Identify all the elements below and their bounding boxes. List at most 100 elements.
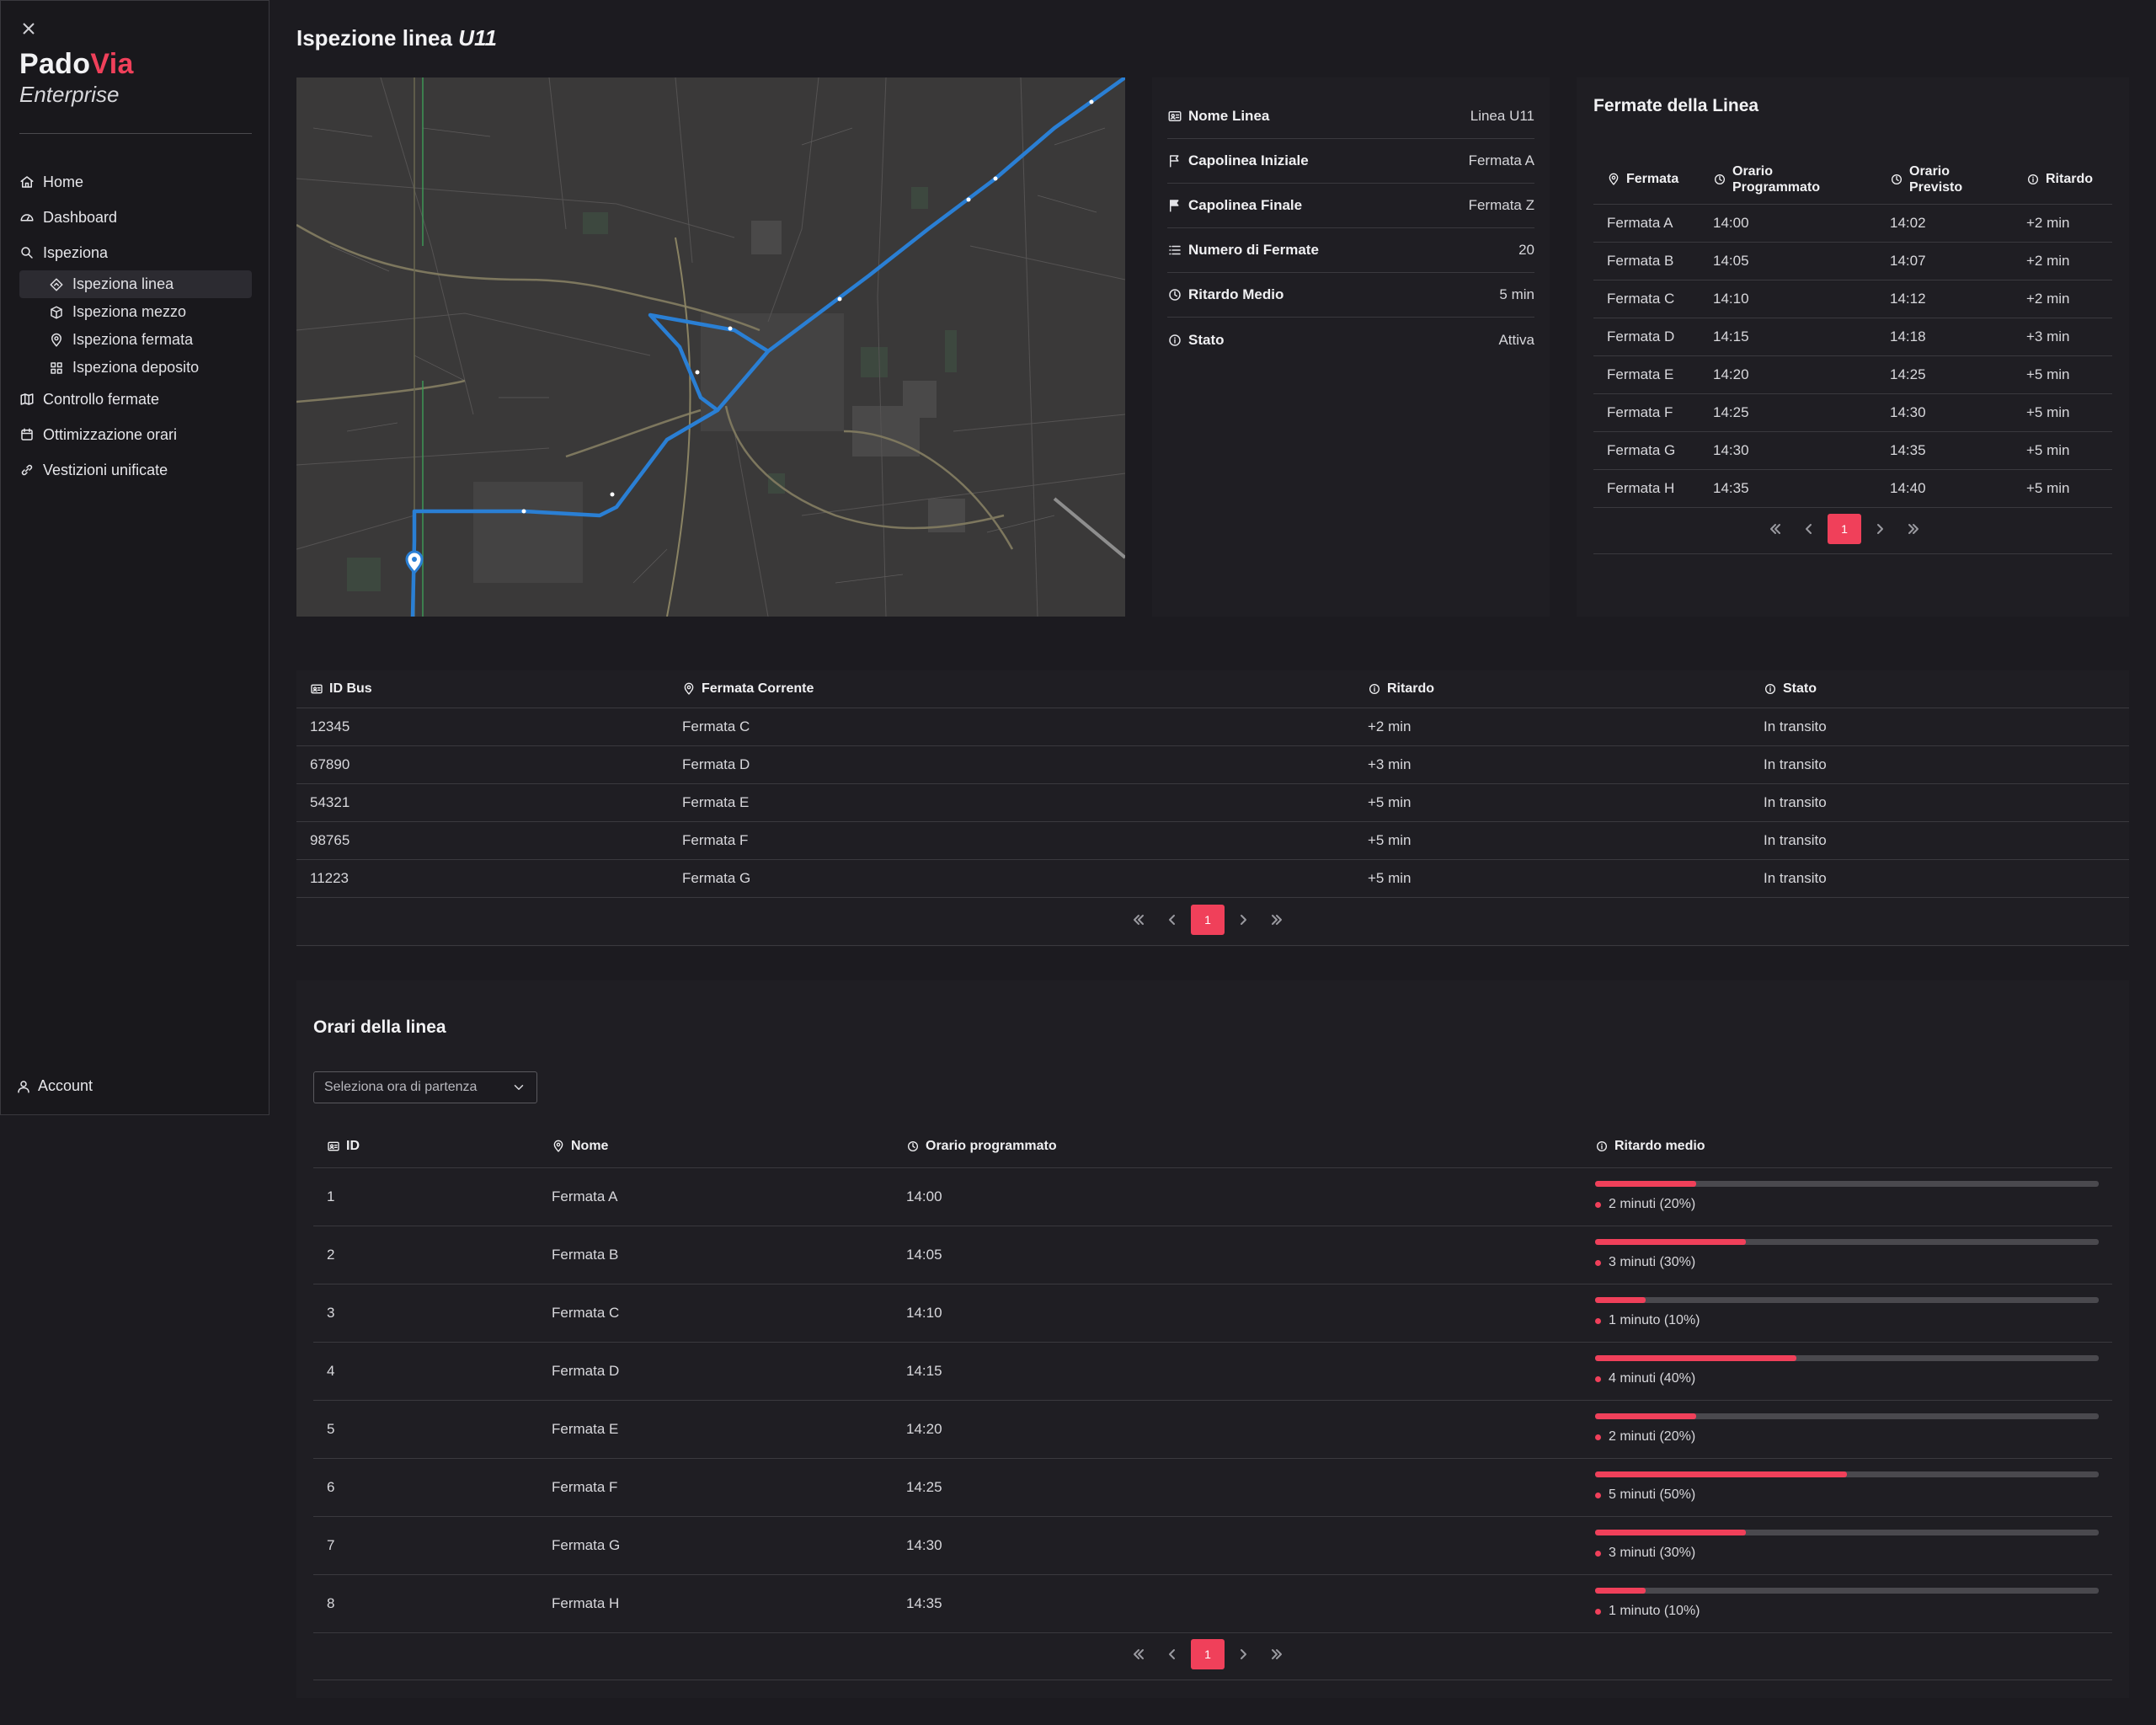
col-stato[interactable]: Stato [1750, 670, 2129, 708]
sidebar-item-ottimizzazione-orari[interactable]: Ottimizzazione orari [19, 417, 252, 452]
info-icon [1167, 333, 1182, 348]
map-icon [19, 392, 35, 407]
delay-progress-fill [1595, 1588, 1646, 1594]
sidebar-item-label: Home [43, 173, 84, 190]
schedule-table: ID Nome Orario programmato Ritardo medio… [313, 1125, 2112, 1633]
list-icon [1167, 243, 1182, 258]
status-dot [1595, 1608, 1601, 1615]
prev-page-button[interactable] [1792, 514, 1826, 544]
table-row: Fermata F 14:25 14:30 +5 min [1593, 393, 2112, 432]
delay-label: 1 minuto (10%) [1609, 1604, 1700, 1618]
next-page-button[interactable] [1226, 1639, 1260, 1669]
next-page-button[interactable] [1863, 514, 1897, 544]
info-row-stato: Stato Attiva [1167, 318, 1534, 362]
status-dot [1595, 1259, 1601, 1266]
stops-card-title: Fermate della Linea [1593, 96, 1759, 115]
table-row[interactable]: 12345 Fermata C +2 min In transito [296, 708, 2129, 746]
delay-progress: 3 minuti (30%) [1595, 1239, 2099, 1270]
info-value: Fermata A [1468, 152, 1534, 168]
account-link[interactable]: Account [16, 1077, 93, 1095]
close-icon[interactable] [19, 19, 38, 38]
page-number-button[interactable]: 1 [1828, 514, 1861, 544]
table-row: Fermata B 14:05 14:07 +2 min [1593, 242, 2112, 280]
table-row[interactable]: 11223 Fermata G +5 min In transito [296, 859, 2129, 898]
info-value: 5 min [1499, 286, 1534, 302]
pin-icon [1607, 173, 1620, 186]
sidebar-item-vestizioni-unificate[interactable]: Vestizioni unificate [19, 452, 252, 488]
page-number-button[interactable]: 1 [1191, 905, 1225, 935]
sidebar-subitem-ispeziona-mezzo[interactable]: Ispeziona mezzo [19, 298, 252, 326]
last-page-button[interactable] [1897, 514, 1930, 544]
table-row[interactable]: 54321 Fermata E +5 min In transito [296, 783, 2129, 822]
sidebar-item-label: Controllo fermate [43, 390, 160, 408]
info-value: Linea U11 [1470, 108, 1534, 124]
sidebar-item-controllo-fermate[interactable]: Controllo fermate [19, 382, 252, 417]
route-icon [49, 277, 64, 292]
box-icon [49, 305, 64, 320]
pin-icon [552, 1140, 565, 1153]
status-dot [1595, 1317, 1601, 1324]
col-nome[interactable]: Nome [538, 1125, 893, 1168]
delay-progress: 2 minuti (20%) [1595, 1181, 2099, 1212]
first-page-button[interactable] [1122, 905, 1155, 935]
first-page-button[interactable] [1122, 1639, 1155, 1669]
status-dot [1595, 1434, 1601, 1440]
page-number-button[interactable]: 1 [1191, 1639, 1225, 1669]
clock-icon [1713, 173, 1726, 186]
next-page-button[interactable] [1226, 905, 1260, 935]
link-icon [19, 462, 35, 478]
delay-label: 1 minuto (10%) [1609, 1313, 1700, 1327]
delay-label: 4 minuti (40%) [1609, 1371, 1696, 1386]
flag-outline-icon [1167, 153, 1182, 168]
sidebar-item-ispeziona[interactable]: Ispeziona [19, 235, 252, 270]
table-row[interactable]: 67890 Fermata D +3 min In transito [296, 745, 2129, 784]
status-dot [1595, 1375, 1601, 1382]
info-icon [1764, 682, 1777, 696]
home-icon [19, 174, 35, 190]
col-id[interactable]: ID [313, 1125, 538, 1168]
schedule-title: Orari della linea [313, 1017, 446, 1037]
col-orario-previsto[interactable]: Orario Previsto [1876, 155, 2013, 205]
info-icon [1595, 1140, 1609, 1153]
col-ritardo[interactable]: Ritardo [1354, 670, 1750, 708]
sidebar-subitem-ispeziona-deposito[interactable]: Ispeziona deposito [19, 354, 252, 382]
sidebar-subitem-ispeziona-fermata[interactable]: Ispeziona fermata [19, 326, 252, 354]
col-id-bus[interactable]: ID Bus [296, 670, 669, 708]
line-code: U11 [458, 25, 497, 51]
col-orario-programmato[interactable]: Orario programmato [893, 1125, 1582, 1168]
sidebar-subitem-label: Ispeziona linea [72, 275, 174, 292]
col-fermata-corrente[interactable]: Fermata Corrente [669, 670, 1354, 708]
id-card-icon [310, 682, 323, 696]
info-row-capolinea-iniziale: Capolinea Iniziale Fermata A [1167, 139, 1534, 184]
delay-progress-fill [1595, 1413, 1696, 1419]
col-fermata[interactable]: Fermata [1593, 155, 1700, 205]
col-orario-programmato[interactable]: Orario Programmato [1700, 155, 1876, 205]
info-row-capolinea-finale: Capolinea Finale Fermata Z [1167, 184, 1534, 228]
sidebar-subitem-ispeziona-linea[interactable]: Ispeziona linea [19, 270, 252, 298]
bus-pagination: 1 [1122, 905, 1294, 935]
last-page-button[interactable] [1260, 1639, 1294, 1669]
delay-progress: 3 minuti (30%) [1595, 1530, 2099, 1561]
col-ritardo-medio[interactable]: Ritardo medio [1582, 1125, 2112, 1168]
sidebar-item-home[interactable]: Home [19, 164, 252, 200]
departure-time-select[interactable]: Seleziona ora di partenza [313, 1071, 537, 1103]
sidebar-subitem-label: Ispeziona mezzo [72, 303, 187, 320]
line-info-card: Nome Linea Linea U11 Capolinea Iniziale … [1152, 77, 1550, 617]
sidebar-item-dashboard[interactable]: Dashboard [19, 200, 252, 235]
delay-label: 3 minuti (30%) [1609, 1255, 1696, 1269]
route-map[interactable] [296, 77, 1125, 617]
stops-divider [1593, 553, 2112, 554]
table-row: Fermata G 14:30 14:35 +5 min [1593, 431, 2112, 470]
sidebar-item-label: Dashboard [43, 208, 118, 226]
col-ritardo[interactable]: Ritardo [2013, 155, 2112, 205]
prev-page-button[interactable] [1155, 1639, 1189, 1669]
last-page-button[interactable] [1260, 905, 1294, 935]
info-label: Stato [1188, 331, 1225, 348]
delay-label: 2 minuti (20%) [1609, 1197, 1696, 1211]
first-page-button[interactable] [1758, 514, 1792, 544]
table-row[interactable]: 98765 Fermata F +5 min In transito [296, 821, 2129, 860]
clock-icon [1167, 287, 1182, 302]
prev-page-button[interactable] [1155, 905, 1189, 935]
schedule-pagination: 1 [1122, 1639, 1294, 1669]
user-icon [16, 1079, 31, 1094]
